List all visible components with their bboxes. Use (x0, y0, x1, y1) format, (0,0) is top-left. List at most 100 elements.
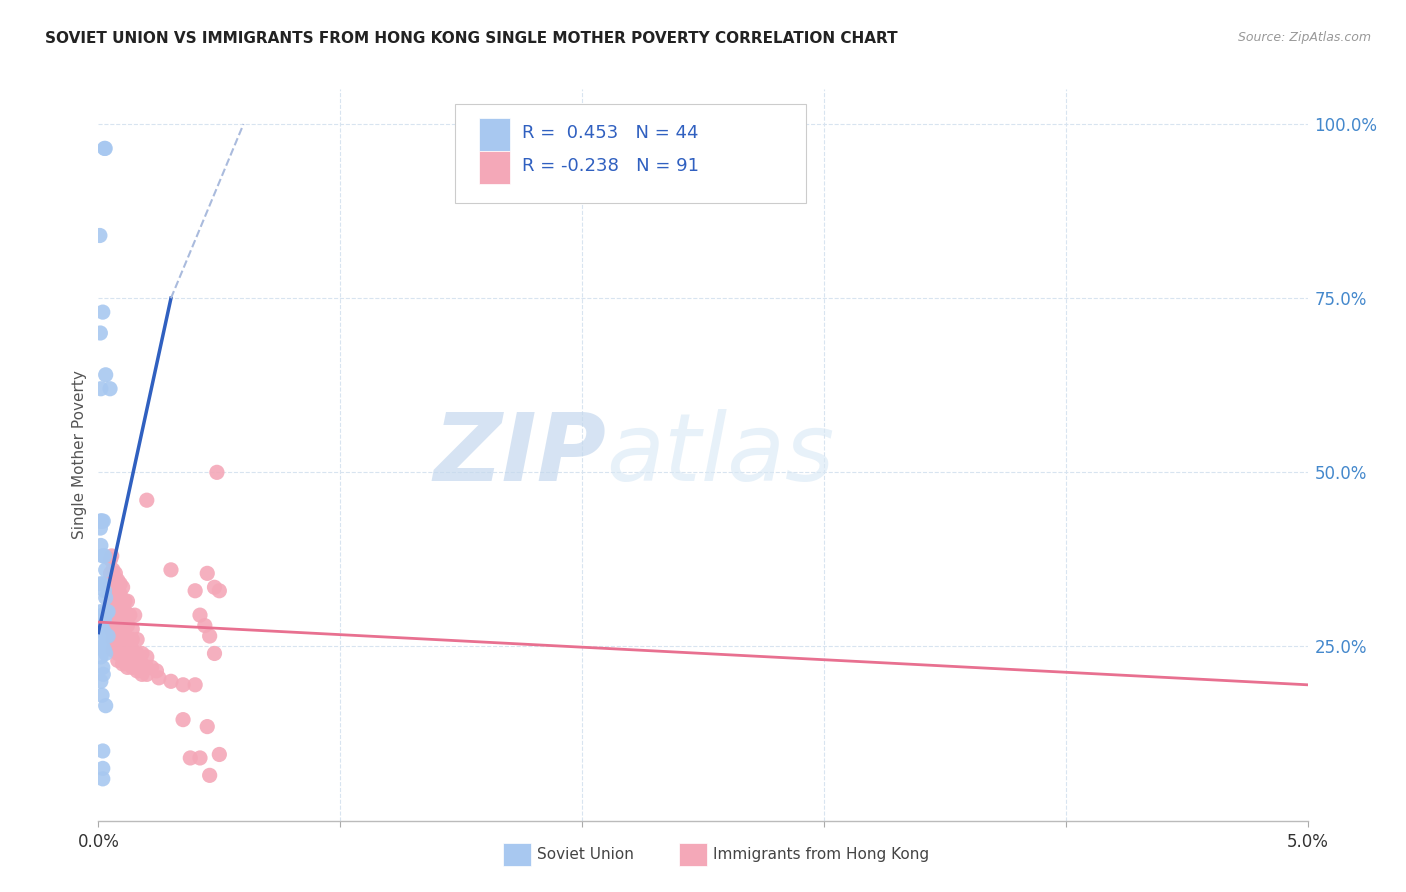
Point (117, 618, 139, 632)
Point (179, 751, 201, 765)
Point (90, 514, 112, 528)
Point (93, 549, 115, 563)
Point (101, 587, 124, 601)
Point (145, 664, 167, 678)
Point (111, 657, 134, 671)
Point (100, 566, 122, 581)
Point (91, 576, 114, 591)
Point (184, 678, 207, 692)
Point (104, 625, 127, 640)
Point (90, 615, 112, 629)
Point (100, 608, 122, 623)
Point (90, 636, 112, 650)
Point (90, 605, 112, 619)
Point (117, 649, 139, 664)
Point (184, 583, 207, 598)
Point (195, 720, 218, 734)
Point (121, 622, 143, 636)
FancyBboxPatch shape (479, 119, 509, 152)
Point (100, 576, 122, 591)
Point (107, 629, 129, 643)
Point (124, 608, 146, 623)
Point (107, 580, 129, 594)
Point (135, 667, 157, 681)
Point (101, 625, 124, 640)
Point (107, 574, 129, 588)
Point (117, 643, 139, 657)
Point (91, 622, 114, 636)
Point (107, 640, 129, 654)
Point (121, 632, 143, 647)
Point (91, 660, 114, 674)
Point (101, 563, 124, 577)
Point (107, 647, 129, 661)
Point (111, 594, 134, 608)
Point (121, 653, 143, 667)
Point (127, 653, 149, 667)
Point (111, 618, 134, 632)
Point (198, 768, 221, 782)
Point (94, 647, 117, 661)
Point (114, 605, 136, 619)
Point (121, 660, 143, 674)
Point (108, 576, 131, 591)
Point (96, 605, 118, 619)
Point (108, 601, 131, 615)
Text: Soviet Union: Soviet Union (537, 847, 634, 862)
Point (97, 629, 120, 643)
Point (104, 566, 127, 581)
Point (94, 368, 117, 382)
Point (94, 698, 117, 713)
Point (121, 643, 143, 657)
Point (114, 594, 136, 608)
Point (188, 608, 211, 623)
Point (107, 601, 129, 615)
Point (93, 583, 115, 598)
Point (104, 615, 127, 629)
Point (131, 667, 153, 681)
Point (107, 615, 129, 629)
Point (91, 772, 114, 786)
Point (91, 549, 114, 563)
Point (100, 552, 122, 566)
Point (94, 563, 117, 577)
Point (91, 514, 114, 528)
Point (94, 629, 117, 643)
Point (91, 305, 114, 319)
Point (148, 671, 170, 685)
Point (101, 576, 124, 591)
Point (111, 605, 134, 619)
Point (195, 566, 218, 581)
Point (172, 713, 194, 727)
Point (117, 594, 139, 608)
Point (93, 643, 115, 657)
Point (93, 612, 115, 626)
Point (172, 678, 194, 692)
Point (135, 660, 157, 674)
Point (208, 583, 231, 598)
Point (111, 580, 134, 594)
Point (90, 674, 112, 689)
Text: SOVIET UNION VS IMMIGRANTS FROM HONG KONG SINGLE MOTHER POVERTY CORRELATION CHAR: SOVIET UNION VS IMMIGRANTS FROM HONG KON… (45, 31, 897, 46)
Text: Source: ZipAtlas.com: Source: ZipAtlas.com (1237, 31, 1371, 45)
Point (141, 660, 163, 674)
Point (91, 667, 114, 681)
Point (89, 228, 111, 243)
Point (194, 618, 217, 632)
Text: ZIP: ZIP (433, 409, 606, 501)
Text: R = -0.238   N = 91: R = -0.238 N = 91 (522, 157, 699, 175)
Point (90, 649, 112, 664)
Point (94, 141, 117, 155)
Point (107, 591, 129, 605)
Point (204, 580, 226, 594)
Point (101, 643, 124, 657)
Point (100, 549, 122, 563)
Point (91, 744, 114, 758)
Point (103, 570, 125, 584)
Point (98, 382, 121, 396)
Point (91, 608, 114, 623)
Point (108, 618, 131, 632)
Point (205, 466, 228, 480)
Point (111, 640, 134, 654)
Point (160, 563, 183, 577)
